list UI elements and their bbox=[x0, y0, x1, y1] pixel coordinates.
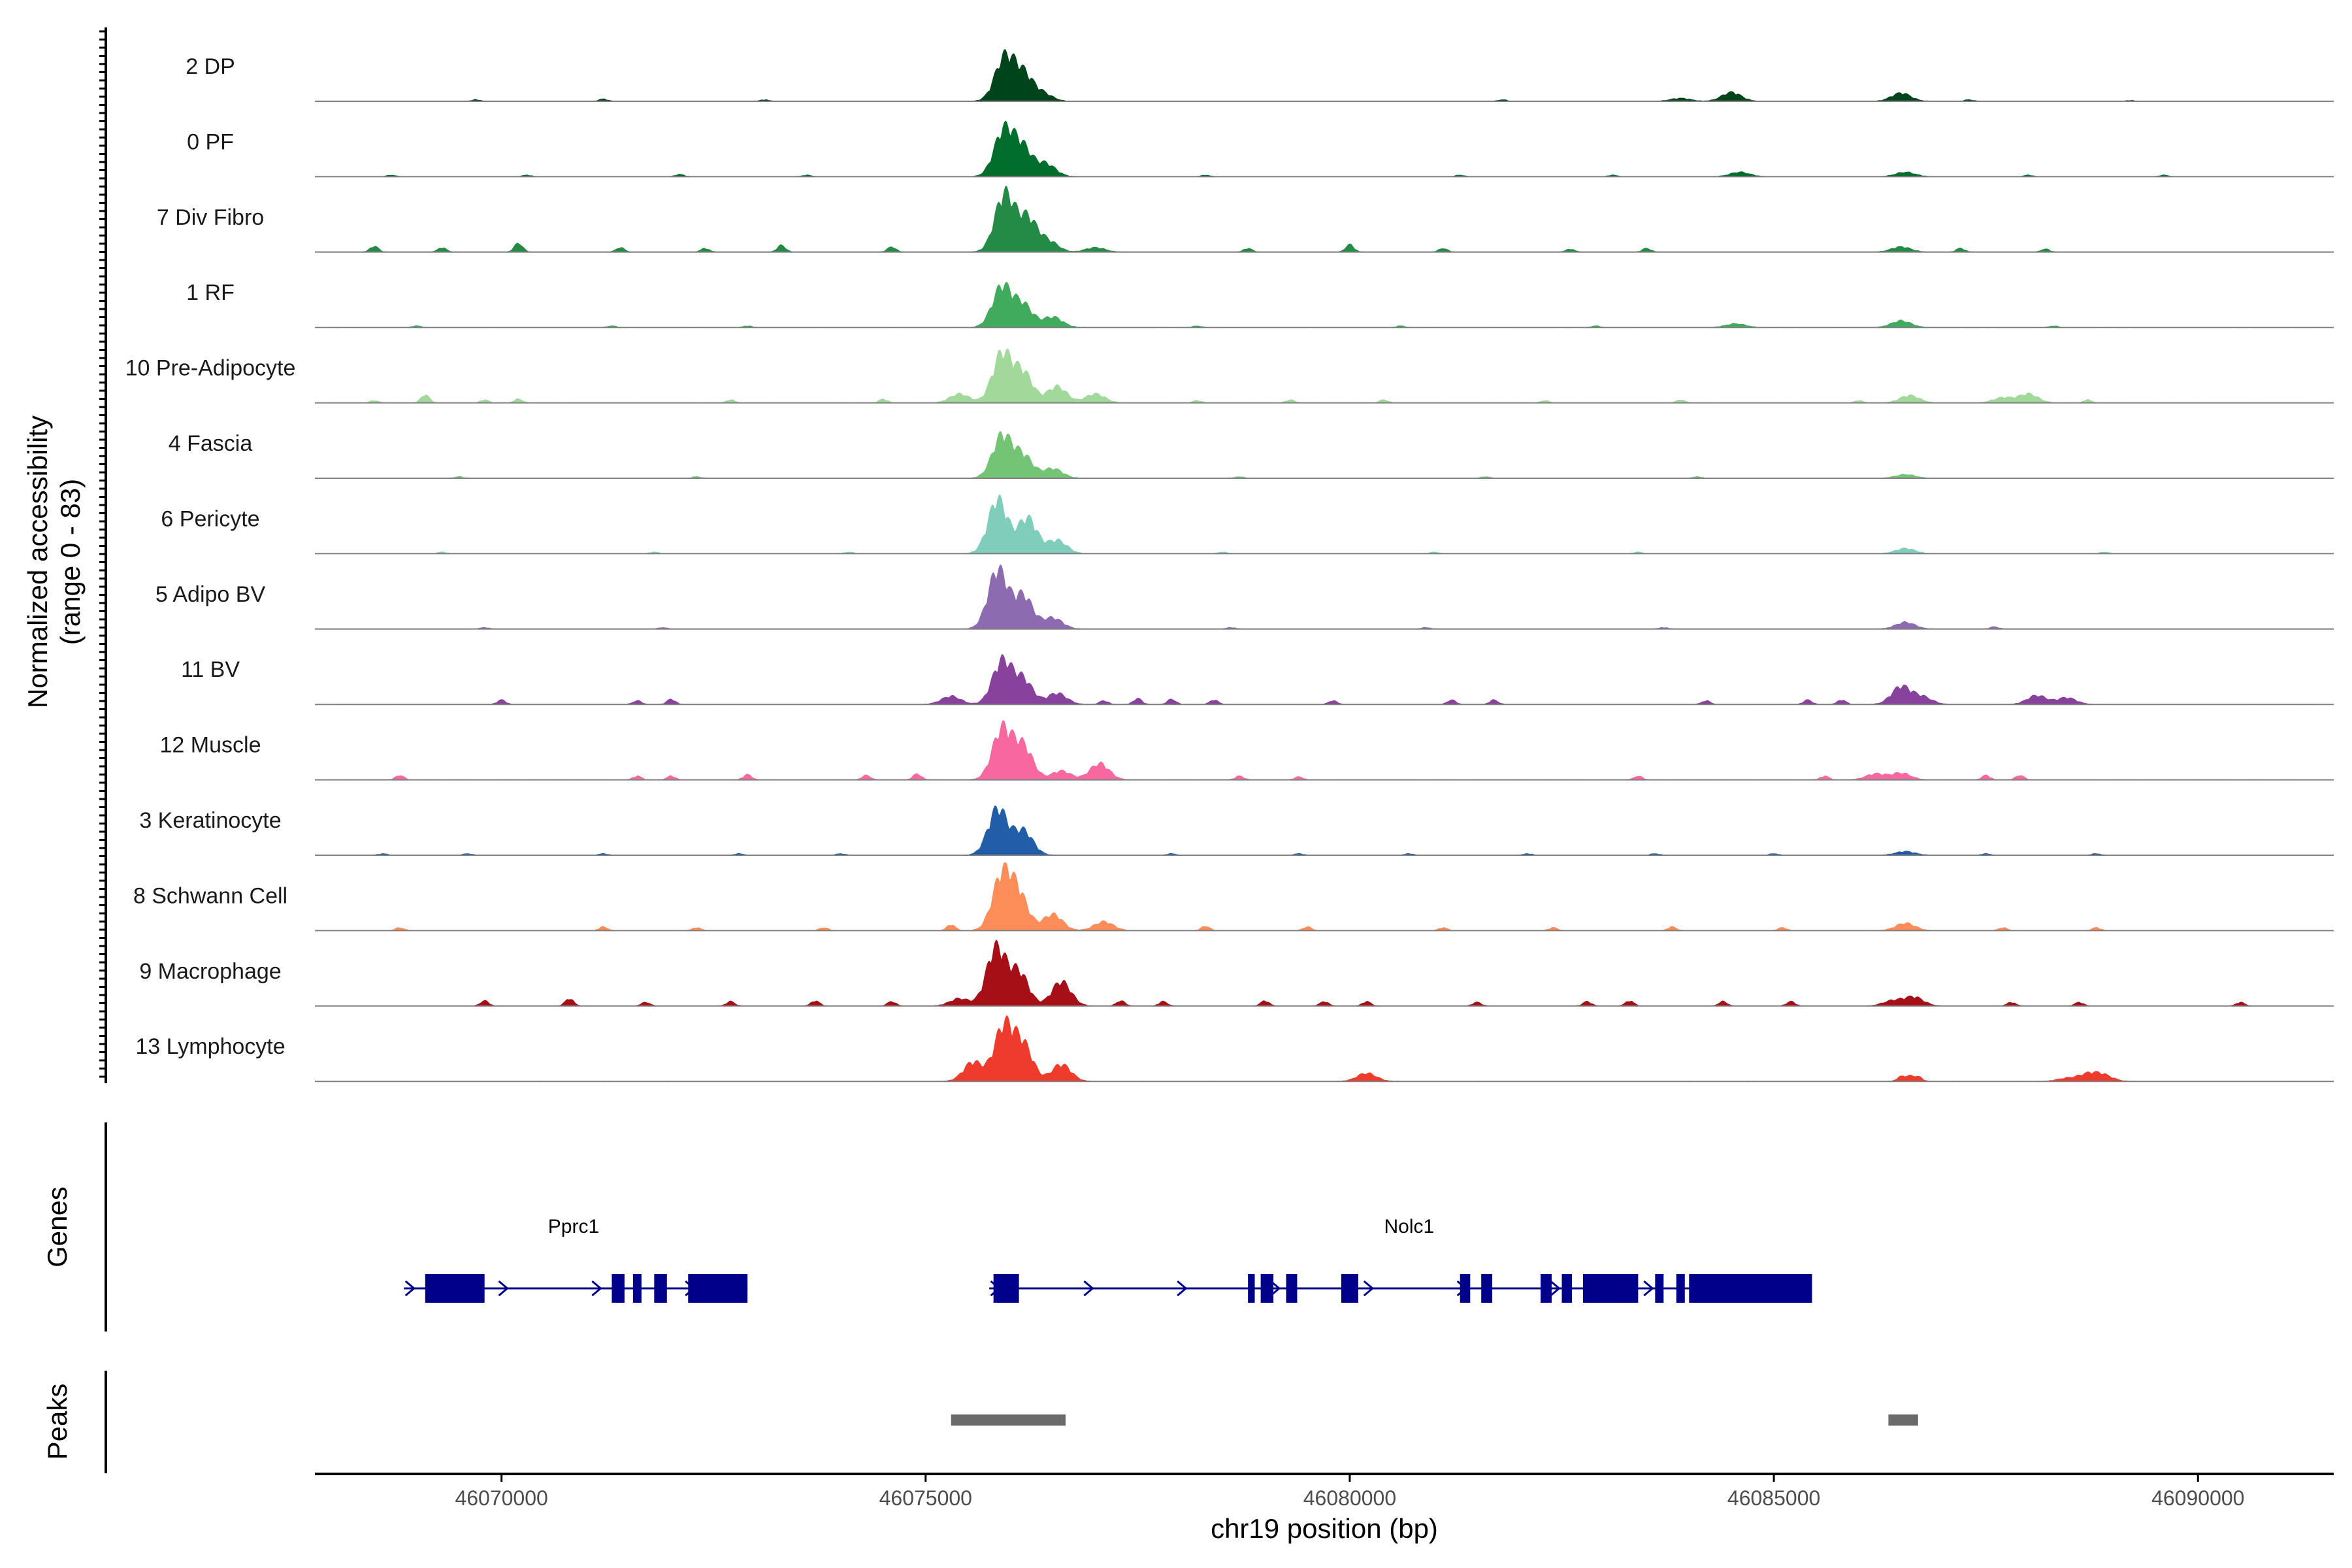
exon-pprc1 bbox=[425, 1274, 485, 1303]
exon-nolc1 bbox=[1260, 1274, 1274, 1303]
track-label-10-pre-adipocyte: 10 Pre-Adipocyte bbox=[125, 356, 296, 381]
track-label-8-schwann-cell: 8 Schwann Cell bbox=[133, 883, 287, 908]
exon-pprc1 bbox=[612, 1274, 625, 1303]
coverage-area-11-bv bbox=[331, 654, 2317, 705]
coverage-y-axis-ticks bbox=[99, 30, 106, 1078]
y-axis-label-line1: Normalized accessibility bbox=[22, 416, 53, 708]
coverage-area-12-muscle bbox=[331, 720, 2317, 780]
coverage-area-2-dp bbox=[331, 49, 2317, 102]
strand-arrow-icon bbox=[1270, 1280, 1281, 1297]
coverage-area-13-lymphocyte bbox=[331, 1015, 2317, 1082]
track-label-0-pf: 0 PF bbox=[187, 129, 234, 154]
exon-nolc1 bbox=[1341, 1274, 1358, 1303]
track-label-1-rf: 1 RF bbox=[186, 280, 235, 305]
exon-nolc1 bbox=[1481, 1274, 1493, 1303]
strand-arrow-icon bbox=[1083, 1280, 1094, 1297]
exon-nolc1 bbox=[1460, 1274, 1471, 1303]
track-label-11-bv: 11 BV bbox=[181, 657, 240, 682]
y-axis-label: Normalized accessibility (range 0 - 83) bbox=[22, 416, 86, 708]
genes-panel-label: Genes bbox=[42, 1186, 73, 1267]
peaks-panel-label: Peaks bbox=[42, 1384, 73, 1460]
coverage-area-3-keratinocyte bbox=[331, 805, 2317, 856]
track-label-2-dp: 2 DP bbox=[186, 54, 235, 79]
exon-pprc1 bbox=[688, 1274, 748, 1303]
coverage-area-5-adipo-bv bbox=[331, 564, 2317, 630]
track-label-12-muscle: 12 Muscle bbox=[160, 733, 261, 758]
coverage-area-4-fascia bbox=[331, 431, 2317, 479]
track-label-7-div-fibro: 7 Div Fibro bbox=[157, 205, 264, 230]
coverage-area-7-div-fibro bbox=[331, 186, 2317, 253]
exon-nolc1 bbox=[1655, 1274, 1664, 1303]
y-axis-label-line2: (range 0 - 83) bbox=[55, 479, 86, 645]
exon-pprc1 bbox=[654, 1274, 667, 1303]
peak-region bbox=[1888, 1414, 1918, 1426]
exon-nolc1 bbox=[1248, 1274, 1255, 1303]
coverage-area-8-schwann-cell bbox=[331, 862, 2317, 931]
gene-annotation-track: Pprc1 Nolc1 bbox=[404, 1216, 1812, 1303]
coverage-area-9-macrophage bbox=[331, 939, 2317, 1007]
gene-label-nolc1: Nolc1 bbox=[1384, 1216, 1434, 1237]
exon-nolc1 bbox=[993, 1274, 1019, 1303]
x-axis-ticks: 46070000 46075000 46080000 46085000 46090000 bbox=[455, 1474, 2244, 1510]
track-label-6-pericyte: 6 Pericyte bbox=[161, 506, 259, 531]
exon-nolc1 bbox=[1582, 1274, 1639, 1303]
exon-pprc1 bbox=[632, 1274, 642, 1303]
x-axis-tick-label: 46075000 bbox=[879, 1486, 972, 1510]
track-label-4-fascia: 4 Fascia bbox=[169, 431, 253, 456]
exon-nolc1 bbox=[1689, 1274, 1812, 1303]
exon-nolc1 bbox=[1676, 1274, 1685, 1303]
x-axis-label: chr19 position (bp) bbox=[1211, 1513, 1438, 1544]
strand-arrow-icon bbox=[1550, 1280, 1561, 1297]
coverage-area-0-pf bbox=[331, 120, 2317, 177]
exon-nolc1 bbox=[1561, 1274, 1573, 1303]
coverage-area-10-pre-adipocyte bbox=[331, 348, 2317, 403]
track-label-9-macrophage: 9 Macrophage bbox=[139, 959, 281, 984]
strand-arrow-icon bbox=[1363, 1280, 1375, 1297]
strand-arrow-icon bbox=[591, 1280, 602, 1297]
coverage-area-6-pericyte bbox=[331, 494, 2317, 554]
gene-label-pprc1: Pprc1 bbox=[548, 1216, 599, 1237]
x-axis-tick-label: 46085000 bbox=[1727, 1486, 1820, 1510]
exon-nolc1 bbox=[1541, 1274, 1552, 1303]
x-axis-tick-label: 46090000 bbox=[2151, 1486, 2244, 1510]
peak-regions-track bbox=[951, 1414, 1918, 1426]
strand-arrow-icon bbox=[1177, 1280, 1188, 1297]
coverage-area-1-rf bbox=[331, 282, 2317, 328]
strand-arrow-icon bbox=[498, 1280, 509, 1297]
track-label-13-lymphocyte: 13 Lymphocyte bbox=[135, 1034, 285, 1059]
peak-region bbox=[951, 1414, 1066, 1426]
track-label-3-keratinocyte: 3 Keratinocyte bbox=[139, 808, 281, 833]
strand-arrow-icon bbox=[1643, 1280, 1654, 1297]
x-axis-tick-label: 46080000 bbox=[1303, 1486, 1396, 1510]
strand-arrow-icon bbox=[404, 1280, 416, 1297]
exon-nolc1 bbox=[1286, 1274, 1298, 1303]
x-axis-tick-label: 46070000 bbox=[455, 1486, 547, 1510]
coverage-tracks: 2 DP 0 PF 7 Div Fibro 1 RF 10 Pre-Adipocyte 4… bbox=[125, 49, 2334, 1083]
track-label-5-adipo-bv: 5 Adipo BV bbox=[155, 582, 266, 607]
